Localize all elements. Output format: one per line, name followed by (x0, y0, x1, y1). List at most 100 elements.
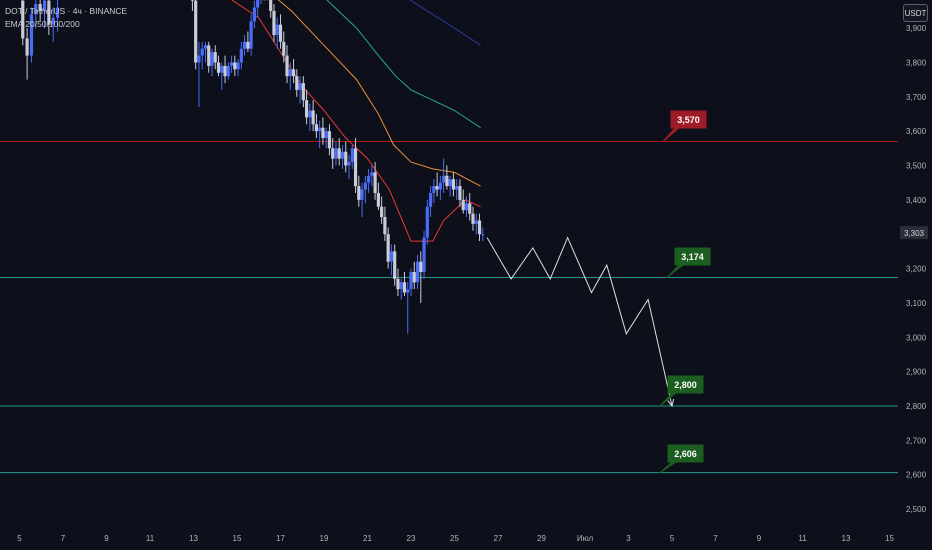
candle-body-91 (458, 186, 462, 200)
candle-body-8 (55, 7, 60, 18)
candle-body-1 (25, 38, 29, 56)
candle-body-72 (396, 278, 400, 290)
x-tick-label-12: 29 (537, 534, 546, 543)
candle-body-77 (412, 271, 416, 283)
candle-body-16 (213, 52, 217, 63)
candle-body-67 (380, 206, 384, 218)
candle-body-83 (432, 186, 436, 193)
candle-body-46 (311, 110, 315, 125)
candle-body-37 (282, 41, 286, 56)
candle-body-41 (295, 76, 299, 90)
x-tick-label-8: 21 (363, 534, 372, 543)
ema100-line (326, 0, 481, 129)
candle-body-55 (340, 151, 345, 159)
x-tick-label-16: 7 (713, 534, 718, 543)
x-tick-label-13: Июл (577, 534, 594, 543)
candle-body-5 (42, 0, 47, 11)
currency-button[interactable]: USDT (903, 4, 928, 22)
candle-body-92 (461, 199, 465, 211)
projection-path (486, 236, 675, 408)
candle-body-81 (425, 206, 429, 238)
candle-body-76 (409, 271, 413, 290)
candle-body-45 (308, 110, 312, 118)
candle-body-51 (327, 131, 332, 149)
level-label-box-0 (662, 110, 707, 142)
candle-body-98 (481, 234, 485, 236)
candle-body-38 (285, 55, 289, 77)
y-tick-label-14: 3,900 (906, 24, 927, 33)
candle-body-40 (291, 69, 296, 77)
candle-body-75 (406, 289, 410, 293)
candle-body-19 (223, 65, 227, 77)
candle-body-60 (357, 186, 361, 200)
current-price-label: 3,303 (904, 229, 925, 238)
x-tick-label-11: 27 (494, 534, 503, 543)
x-tick-label-10: 25 (450, 534, 459, 543)
candle-body-56 (344, 151, 348, 166)
candle-body-58 (350, 148, 354, 163)
level-label-text-2: 2,800 (674, 380, 697, 390)
candle-body-78 (415, 261, 420, 283)
y-tick-label-4: 2,900 (906, 368, 927, 377)
candle-body-93 (464, 203, 469, 211)
x-tick-label-5: 15 (233, 534, 242, 543)
candle-body-42 (298, 83, 302, 90)
candle-body-61 (360, 189, 364, 200)
candle-body-96 (474, 220, 478, 224)
candle-body-13 (203, 45, 208, 49)
candle-body-65 (373, 172, 377, 193)
projection-line (486, 236, 673, 407)
candle-body-20 (226, 65, 230, 77)
candle-body-39 (288, 69, 292, 77)
candle-body-34 (272, 10, 276, 35)
current-price-tag (900, 226, 928, 240)
candle-body-74 (402, 282, 407, 293)
y-tick-label-0: 2,500 (906, 505, 927, 514)
x-tick-label-3: 11 (146, 534, 155, 543)
candles (21, 0, 485, 334)
level-label-text-3: 2,606 (674, 449, 697, 459)
candle-body-21 (229, 62, 234, 66)
y-tick-label-13: 3,800 (906, 58, 927, 67)
candle-body-88 (448, 179, 452, 187)
candle-body-94 (468, 203, 472, 214)
candle-body-97 (477, 220, 482, 235)
candle-body-12 (200, 48, 204, 56)
level-label-box-3 (659, 444, 704, 474)
x-axis: 5 7 9 11 13 15 17 19 21 23 25 27 29 Июл 3 5 7 9 11 13 15 (17, 534, 894, 543)
candle-body-15 (210, 52, 214, 66)
candle-body-85 (438, 182, 442, 190)
y-tick-label-5: 3,000 (906, 333, 927, 342)
candle-body-0 (21, 0, 25, 39)
candle-body-79 (419, 261, 423, 272)
y-tick-label-7: 3,200 (906, 265, 927, 274)
level-label-box-1 (666, 247, 711, 278)
candle-body-6 (47, 0, 51, 25)
candle-body-43 (301, 83, 305, 101)
candle-body-64 (370, 172, 374, 176)
candle-body-71 (393, 251, 397, 279)
candle-body-14 (207, 45, 211, 66)
y-tick-label-6: 3,100 (906, 299, 927, 308)
candle-body-87 (445, 175, 449, 187)
candle-body-17 (216, 62, 221, 73)
candle-body-57 (347, 162, 351, 166)
candle-body-23 (236, 62, 240, 70)
ema200-line (409, 0, 481, 46)
ema50-line (277, 0, 481, 187)
candle-body-27 (249, 21, 253, 49)
ema20-line (231, 0, 481, 242)
candle-body-52 (331, 148, 335, 159)
horizontal-levels (0, 140, 898, 474)
candle-body-44 (305, 100, 309, 118)
indicator-legend: EMA 20/50/100/200 (5, 19, 80, 29)
candle-body-11 (197, 55, 201, 63)
candle-body-90 (455, 186, 459, 190)
x-tick-label-7: 19 (320, 534, 329, 543)
symbol-title: DOT / TetherUS · 4ч · BINANCE (5, 6, 128, 16)
x-tick-label-2: 9 (104, 534, 109, 543)
candle-body-25 (243, 41, 247, 49)
candle-body-2 (29, 14, 34, 56)
